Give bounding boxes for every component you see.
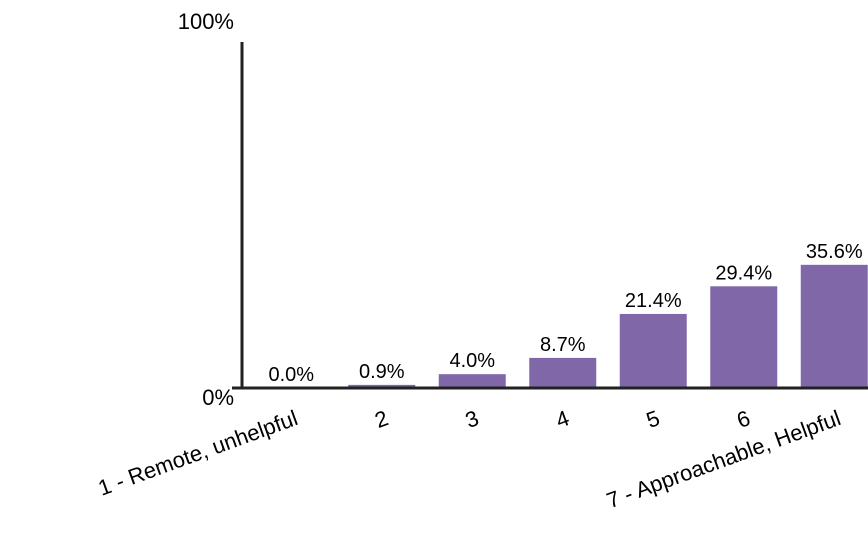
x-category-labels: 1 - Remote, unhelpful 2 3 4 5 67 - Approachab… [95,405,844,513]
y-tick-label-100: 100% [178,9,234,34]
bars-group [348,264,868,388]
bar-7 [800,264,868,388]
category-label-4: 4 [552,405,572,433]
category-label-6: 6 [733,405,753,433]
category-label-2: 2 [371,405,391,433]
y-tick-label-0: 0% [202,385,234,410]
data-labels-group: 0.0% 0.9% 4.0% 8.7% 21.4% 29.4% 35.6% [268,241,862,386]
category-label-7: 7 - Approachable, Helpful [603,405,844,513]
data-label-5: 21.4% [625,290,682,312]
bar-4 [529,357,597,388]
bar-5 [619,313,687,388]
category-label-3: 3 [462,405,482,433]
bar-3 [438,374,506,388]
data-label-1: 0.0% [268,364,314,386]
category-label-1: 1 - Remote, unhelpful [95,405,301,500]
bar-2 [348,384,416,388]
category-label-5: 5 [643,405,663,433]
data-label-4: 8.7% [540,334,586,356]
data-label-3: 4.0% [449,350,495,372]
data-label-6: 29.4% [715,262,772,284]
bar-6 [710,286,778,388]
y-tick-labels: 100% 0% [178,9,234,410]
data-label-2: 0.9% [359,361,405,383]
data-label-7: 35.6% [806,241,863,263]
